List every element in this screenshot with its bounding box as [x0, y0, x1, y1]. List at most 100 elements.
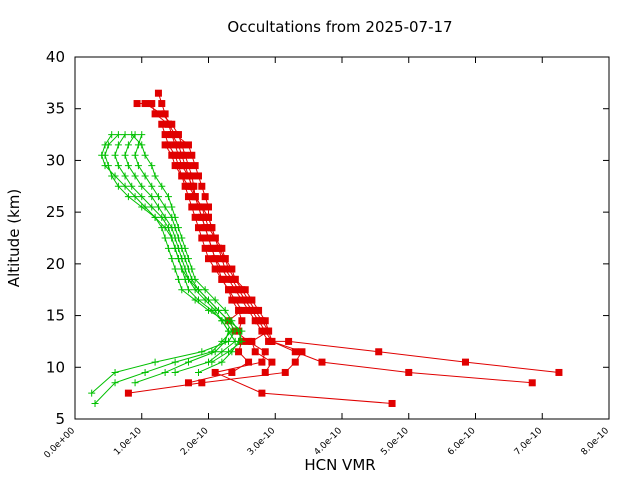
data-point	[388, 399, 396, 407]
data-point	[114, 182, 122, 190]
data-point	[141, 151, 149, 159]
data-point	[108, 131, 116, 139]
x-tick-label: 8.0e-10	[580, 426, 612, 458]
data-point	[194, 172, 202, 180]
data-point	[178, 286, 186, 294]
data-point	[151, 213, 159, 221]
data-point	[158, 120, 166, 128]
data-point	[218, 244, 226, 252]
x-tick-label: 0.0e+00	[43, 426, 78, 461]
data-point	[168, 151, 176, 159]
data-point	[198, 379, 206, 387]
data-point	[255, 306, 263, 314]
data-point	[88, 389, 96, 397]
data-point	[134, 162, 142, 170]
data-point	[211, 368, 219, 376]
series-green-profile-6	[128, 131, 246, 366]
data-point	[241, 286, 249, 294]
data-point	[194, 368, 202, 376]
x-tick-label: 3.0e-10	[246, 426, 278, 458]
y-tick-label: 10	[46, 358, 65, 376]
data-point	[131, 151, 139, 159]
data-point	[178, 151, 186, 159]
data-point	[164, 193, 172, 201]
data-point	[174, 141, 182, 149]
data-point	[184, 379, 192, 387]
data-point	[138, 193, 146, 201]
data-point	[161, 131, 169, 139]
data-point	[238, 317, 246, 325]
data-point	[198, 182, 206, 190]
y-tick-label: 40	[46, 48, 65, 66]
data-point	[124, 389, 132, 397]
x-tick-label: 5.0e-10	[379, 426, 411, 458]
data-point	[181, 244, 189, 252]
y-tick-label: 5	[55, 410, 65, 428]
data-point	[138, 131, 146, 139]
data-point	[184, 358, 192, 366]
data-point	[218, 358, 226, 366]
series-line	[124, 134, 236, 373]
data-point	[191, 162, 199, 170]
data-point	[114, 162, 122, 170]
data-point	[184, 255, 192, 263]
data-point	[198, 234, 206, 242]
data-point	[138, 182, 146, 190]
data-point	[221, 255, 229, 263]
data-point	[198, 213, 206, 221]
data-point	[161, 110, 169, 118]
series-line	[134, 134, 243, 373]
data-point	[225, 327, 233, 335]
x-tick-label: 4.0e-10	[313, 426, 345, 458]
data-point	[184, 182, 192, 190]
data-point	[205, 203, 212, 211]
data-point	[128, 131, 136, 139]
data-point	[131, 193, 139, 201]
data-point	[114, 131, 122, 139]
data-point	[201, 193, 209, 201]
data-point	[114, 141, 122, 149]
series-red-profile-4	[158, 120, 253, 387]
data-point	[124, 162, 132, 170]
data-point	[168, 255, 176, 263]
data-point	[235, 348, 243, 356]
x-tick-label: 2.0e-10	[179, 426, 211, 458]
data-point	[148, 162, 156, 170]
data-point	[228, 317, 236, 325]
y-axis-label: Altitude (km)	[5, 189, 23, 287]
data-point	[121, 172, 129, 180]
data-point	[178, 172, 186, 180]
series-line	[94, 134, 233, 404]
data-point	[194, 296, 202, 304]
data-point	[151, 358, 159, 366]
data-point	[198, 203, 206, 211]
data-point	[251, 348, 259, 356]
data-point	[208, 224, 216, 232]
data-point	[161, 234, 169, 242]
data-point	[194, 286, 202, 294]
data-point	[131, 379, 139, 387]
data-point	[141, 368, 149, 376]
data-point	[184, 172, 192, 180]
data-point	[291, 348, 299, 356]
data-point	[158, 224, 166, 232]
data-point	[111, 368, 119, 376]
data-point	[158, 100, 166, 108]
data-point	[245, 358, 253, 366]
data-point	[205, 255, 212, 263]
data-point	[375, 348, 383, 356]
data-point	[184, 286, 192, 294]
y-tick-label: 25	[46, 203, 65, 221]
data-point	[184, 193, 192, 201]
data-point	[101, 162, 109, 170]
data-point	[151, 172, 159, 180]
series-red-profile-1	[133, 100, 563, 376]
data-point	[91, 399, 99, 407]
series-red-profile-6	[161, 141, 276, 376]
data-point	[151, 110, 159, 118]
data-point	[261, 317, 269, 325]
series-green-profile-2	[91, 131, 236, 407]
data-point	[461, 358, 469, 366]
data-point	[261, 348, 269, 356]
